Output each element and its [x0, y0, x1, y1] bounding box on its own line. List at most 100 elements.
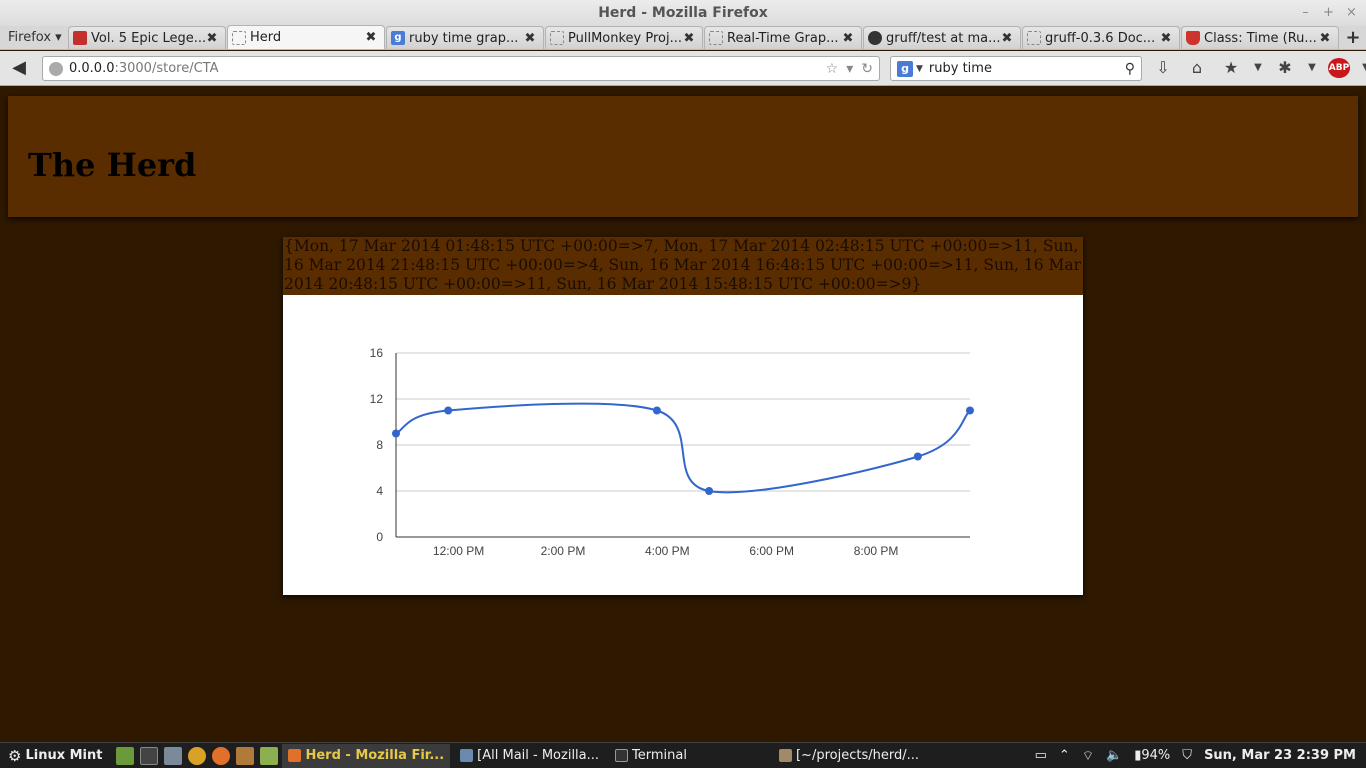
url-path: :3000/store/CTA — [114, 61, 219, 76]
battery-indicator[interactable]: ▮94% — [1134, 748, 1170, 763]
data-point — [913, 452, 922, 461]
search-box[interactable]: g ▼ ruby time ⚲ — [890, 56, 1142, 81]
magnifier-icon[interactable]: ⚲ — [1124, 60, 1135, 77]
google-search-engine-icon[interactable]: g — [897, 60, 913, 77]
y-tick-label: 8 — [376, 438, 383, 452]
bookmarks-icon[interactable]: ★ — [1223, 58, 1239, 77]
tab-label: Class: Time (Ru... — [1204, 30, 1317, 46]
tab-close-icon[interactable]: ✖ — [683, 30, 695, 46]
files-launcher-icon[interactable] — [260, 746, 279, 765]
bookmarks-dropdown-icon[interactable]: ▼ — [1254, 62, 1262, 73]
tab-strip: Firefox ▾ Vol. 5 Epic Lege... ✖ Herd ✖ g… — [0, 25, 1366, 50]
firefox-launcher-icon[interactable] — [212, 746, 231, 765]
quick-launch — [116, 746, 279, 765]
addon-icon[interactable]: ✱ — [1278, 58, 1292, 77]
taskbar-window-editor[interactable]: [~/projects/herd/... — [773, 744, 925, 768]
globe-icon — [49, 61, 63, 76]
tab-close-icon[interactable]: ✖ — [524, 30, 536, 46]
gear-icon: ⚙ — [8, 746, 22, 765]
search-input[interactable]: ruby time — [928, 61, 992, 76]
app-launcher-icon[interactable] — [236, 746, 255, 765]
tab-label: Real-Time Grap... — [727, 30, 839, 46]
data-point — [652, 406, 661, 415]
clock[interactable]: Sun, Mar 23 2:39 PM — [1204, 748, 1356, 763]
wifi-icon[interactable]: ⌔ — [1081, 748, 1095, 764]
battery-percent: 94% — [1141, 748, 1171, 763]
firefox-menu-button[interactable]: Firefox ▾ — [8, 30, 62, 45]
search-engine-dropdown-icon[interactable]: ▼ — [916, 63, 923, 74]
tab-youtube[interactable]: Vol. 5 Epic Lege... ✖ — [68, 26, 226, 49]
navigation-toolbar: ◀ 0.0.0.0:3000/store/CTA ☆ ▾ ↻ g ▼ ruby … — [0, 51, 1366, 86]
taskbar-window-label: Terminal — [632, 748, 687, 763]
adblock-dropdown-icon[interactable]: ▼ — [1362, 62, 1366, 73]
close-window-icon[interactable]: × — [1346, 5, 1357, 20]
tab-gruff-github[interactable]: gruff/test at ma... ✖ — [863, 26, 1021, 49]
y-tick-label: 4 — [376, 484, 383, 498]
tab-google-search[interactable]: g ruby time grap... ✖ — [386, 26, 544, 49]
tab-label: Vol. 5 Epic Lege... — [91, 30, 205, 46]
tab-close-icon[interactable]: ✖ — [842, 30, 854, 46]
terminal-launcher-icon[interactable] — [140, 746, 159, 765]
tab-pullmonkey[interactable]: PullMonkey Proj... ✖ — [545, 26, 703, 49]
tab-label: Herd — [250, 30, 282, 45]
site-header: The Herd — [8, 96, 1358, 217]
y-tick-label: 12 — [370, 392, 384, 406]
taskbar-window-label: [~/projects/herd/... — [795, 748, 919, 763]
x-tick-label: 6:00 PM — [749, 544, 794, 558]
hash-output-text: {Mon, 17 Mar 2014 01:48:15 UTC +00:00=>7… — [283, 237, 1083, 295]
window-controls: – + × — [1299, 0, 1358, 26]
downloads-icon[interactable]: ⇩ — [1156, 58, 1170, 77]
data-point — [705, 487, 714, 495]
firefox-icon — [288, 749, 302, 762]
tab-herd[interactable]: Herd ✖ — [227, 25, 385, 49]
tab-label: PullMonkey Proj... — [568, 30, 682, 46]
tab-close-icon[interactable]: ✖ — [1319, 30, 1331, 46]
url-bar[interactable]: 0.0.0.0:3000/store/CTA ☆ ▾ ↻ — [42, 56, 880, 81]
tab-realtime-graph[interactable]: Real-Time Grap... ✖ — [704, 26, 862, 49]
volume-icon[interactable]: 🔈 — [1106, 748, 1123, 763]
shield-icon[interactable]: ⛉ — [1182, 748, 1193, 763]
taskbar-window-mail[interactable]: [All Mail - Mozilla... — [454, 744, 605, 768]
new-tab-button[interactable]: + — [1345, 27, 1361, 48]
blank-page-icon — [232, 30, 246, 45]
screenshot-launcher-icon[interactable] — [164, 746, 183, 765]
show-desktop-icon[interactable] — [116, 746, 135, 765]
line-chart[interactable]: 0 4 8 12 16 12:00 PM 2:00 PM 4:00 PM 6:00 PM 8:00… — [283, 295, 1083, 595]
start-menu-button[interactable]: ⚙ Linux Mint — [0, 747, 110, 765]
x-tick-label: 12:00 PM — [433, 544, 484, 558]
tray-expand-icon[interactable]: ⌃ — [1058, 748, 1070, 763]
google-icon: g — [391, 31, 405, 45]
tab-ruby-time[interactable]: Class: Time (Ru... ✖ — [1181, 26, 1339, 49]
back-arrow-icon[interactable]: ◀ — [12, 57, 26, 78]
tab-gruff-docs[interactable]: gruff-0.3.6 Doc... ✖ — [1022, 26, 1180, 49]
maximize-icon[interactable]: + — [1323, 5, 1334, 20]
data-point — [392, 429, 400, 438]
window-title: Herd - Mozilla Firefox — [598, 5, 768, 21]
y-tick-label: 16 — [370, 346, 384, 360]
github-icon — [868, 31, 882, 45]
taskbar-window-label: Herd - Mozilla Fir... — [305, 748, 445, 763]
taskbar-window-terminal[interactable]: Terminal — [609, 744, 693, 768]
tab-close-icon[interactable]: ✖ — [1001, 30, 1013, 46]
tab-label: ruby time grap... — [409, 30, 519, 46]
chrome-launcher-icon[interactable] — [188, 746, 207, 765]
minimize-icon[interactable]: – — [1302, 5, 1309, 20]
start-menu-label: Linux Mint — [25, 748, 103, 763]
history-dropdown-icon[interactable]: ▾ — [846, 60, 854, 77]
addon-dropdown-icon[interactable]: ▼ — [1308, 62, 1316, 73]
reload-icon[interactable]: ↻ — [861, 60, 873, 77]
tab-close-icon[interactable]: ✖ — [206, 30, 218, 46]
x-tick-label: 2:00 PM — [541, 544, 586, 558]
bookmark-star-icon[interactable]: ☆ — [825, 60, 839, 77]
y-tick-label: 0 — [376, 530, 383, 544]
taskbar-window-firefox[interactable]: Herd - Mozilla Fir... — [282, 743, 451, 768]
terminal-icon — [615, 749, 629, 762]
tab-close-icon[interactable]: ✖ — [1160, 30, 1172, 46]
thunderbird-icon — [460, 749, 474, 762]
workspace-icon[interactable]: ▭ — [1034, 748, 1047, 763]
adblock-icon[interactable]: ABP — [1328, 58, 1350, 78]
tab-close-icon[interactable]: ✖ — [365, 30, 377, 45]
home-icon[interactable]: ⌂ — [1191, 58, 1203, 77]
system-tray: ▭ ⌃ ⌔ 🔈 ▮94% ⛉ Sun, Mar 23 2:39 PM — [1035, 748, 1366, 764]
blank-page-icon — [709, 31, 723, 45]
